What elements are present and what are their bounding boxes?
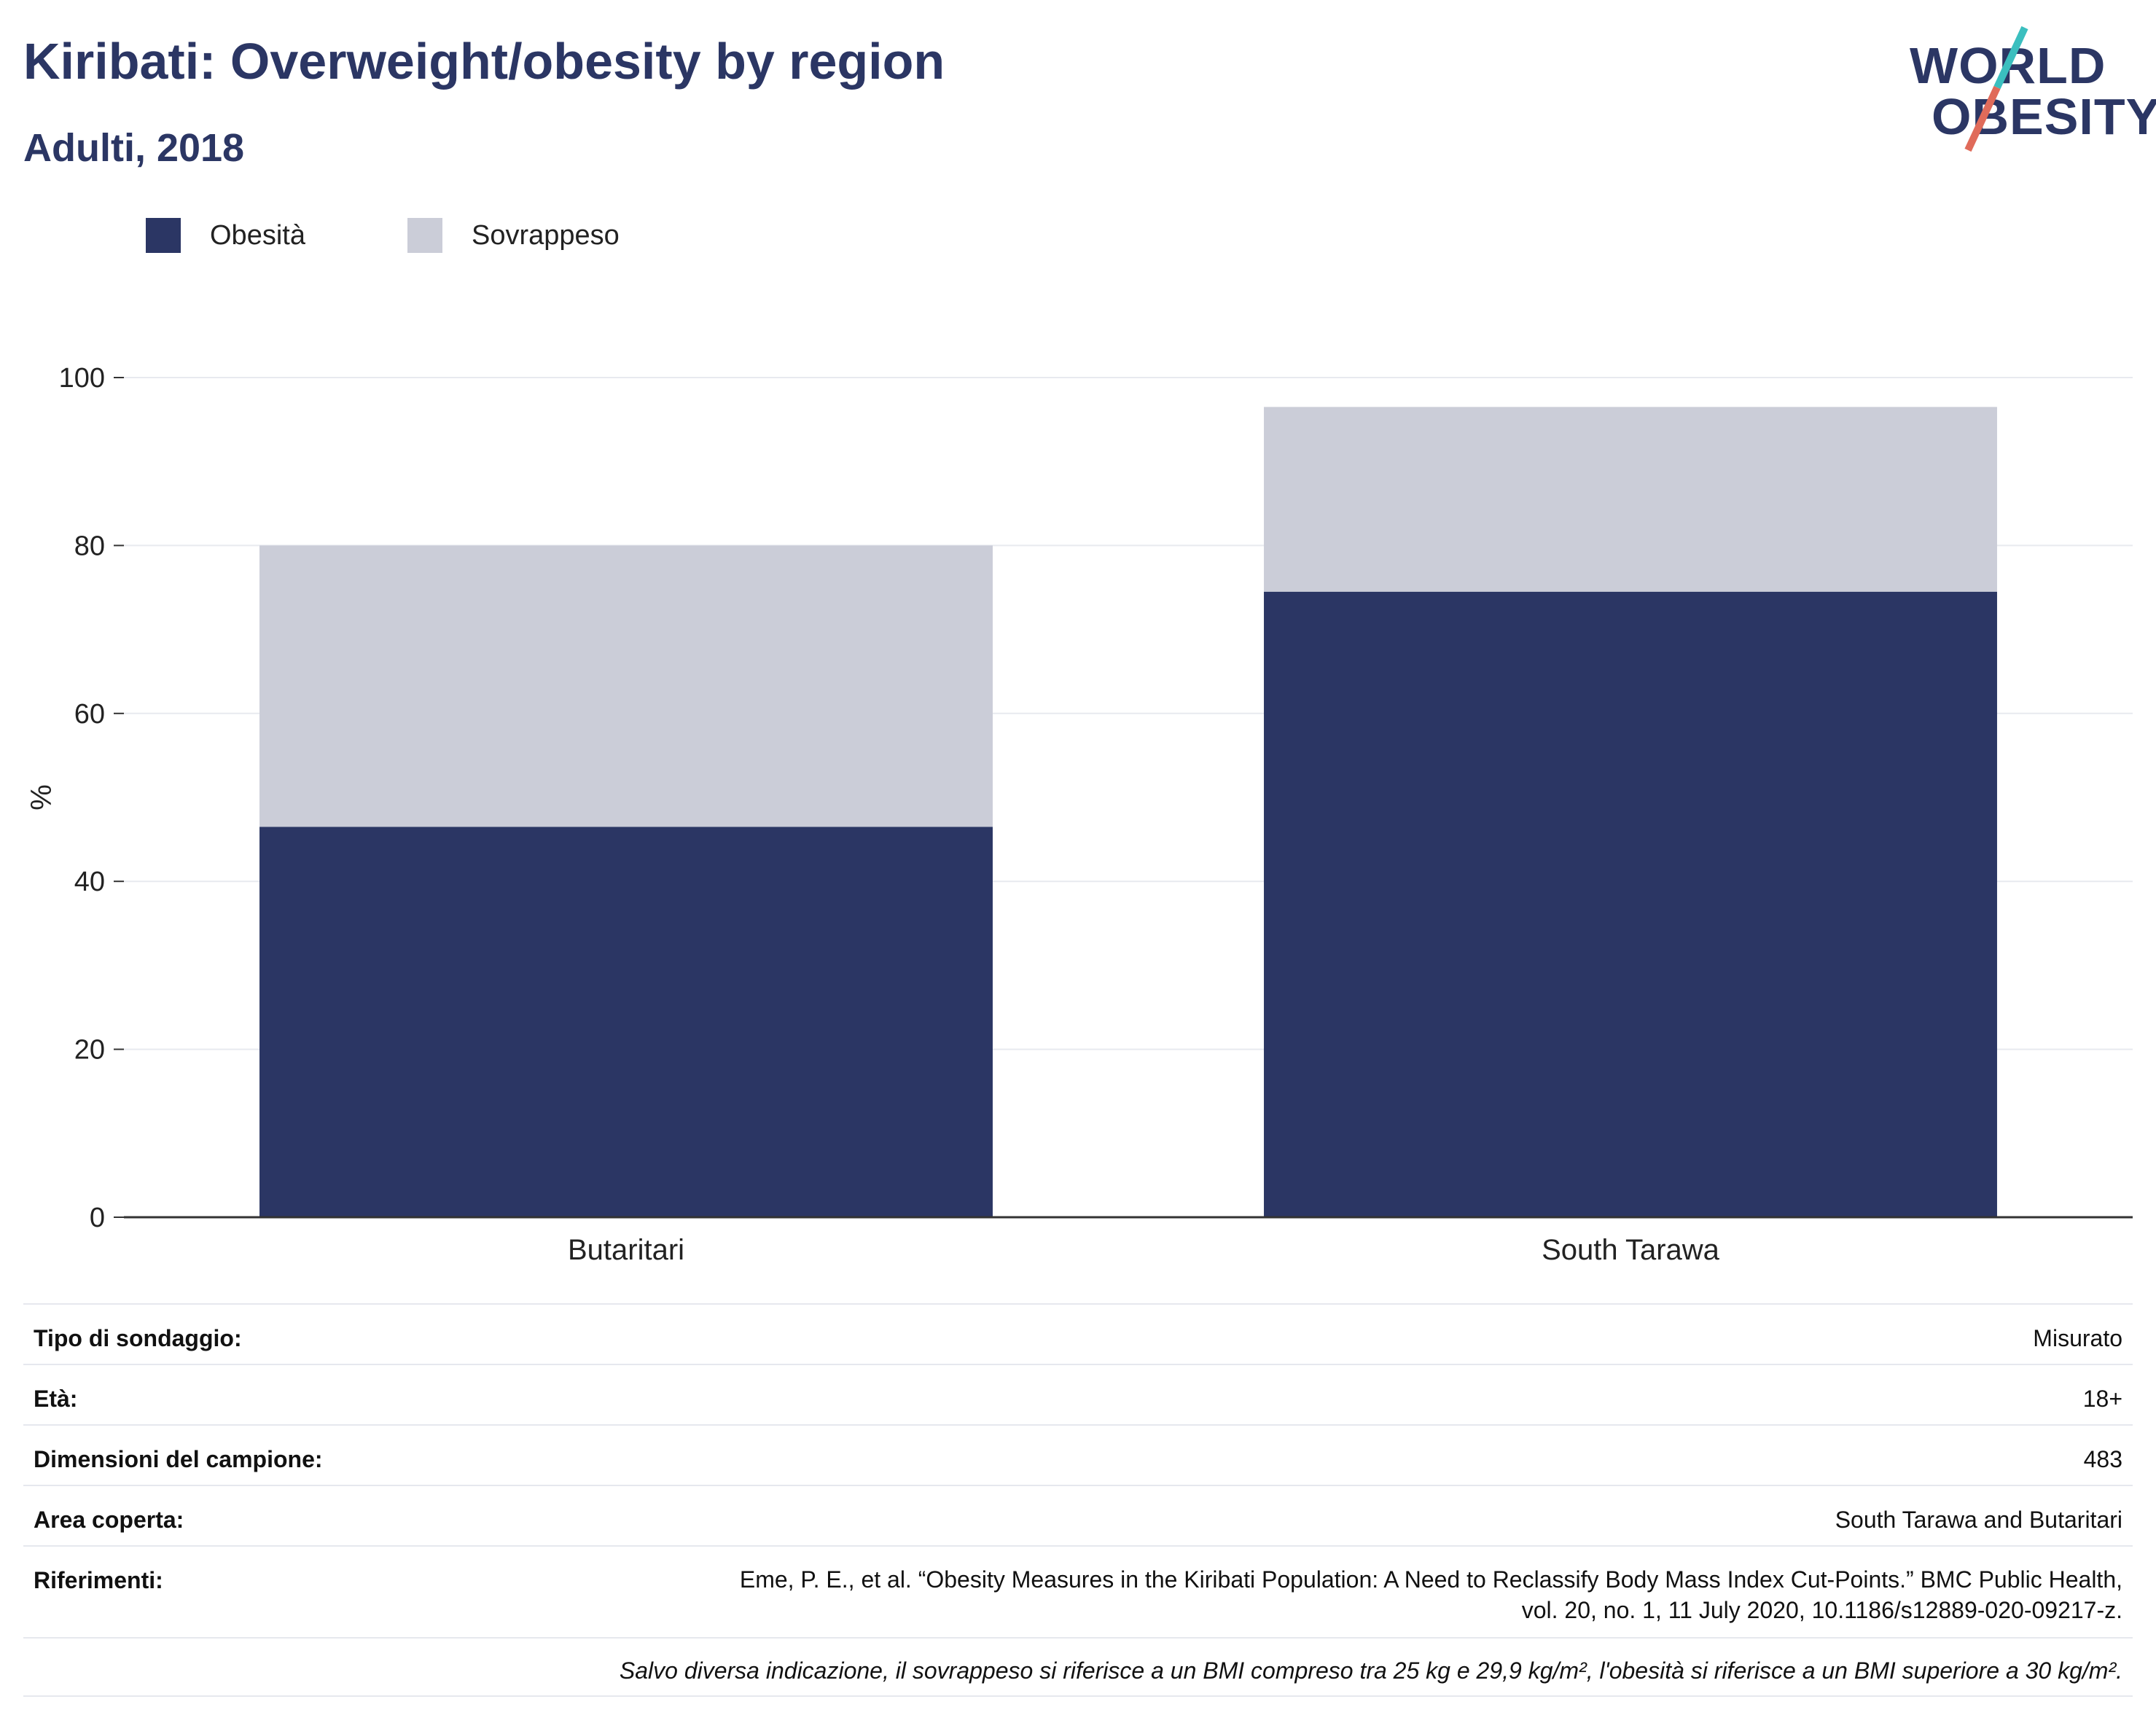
info-key: Dimensioni del campione: xyxy=(34,1446,323,1472)
legend-item-overweight[interactable]: Sovrappeso xyxy=(407,218,620,253)
bar-obesity-butaritari xyxy=(259,827,993,1217)
info-value: Eme, P. E., et al. “Obesity Measures in … xyxy=(739,1566,2122,1623)
chart-title: Kiribati: Overweight/obesity by region xyxy=(23,33,945,90)
logo-line2: OBESITY xyxy=(1932,88,2156,145)
x-tick-label: South Tarawa xyxy=(1542,1234,1720,1266)
legend-swatch-obesity xyxy=(146,218,181,253)
bar-chart: 0 20 40 60 80 100% Butaritari South Tarawa xyxy=(26,363,2133,1266)
info-row-age: Età: 18+ xyxy=(23,1364,2133,1424)
info-value: 483 xyxy=(2083,1446,2122,1472)
info-row-references: Riferimenti: Eme, P. E., et al. “Obesity… xyxy=(23,1545,2133,1637)
footnote: Salvo diversa indicazione, il sovrappeso… xyxy=(23,1637,2133,1697)
bar-overweight-butaritari xyxy=(259,545,993,827)
y-tick-label: 80 xyxy=(74,531,105,561)
info-value: South Tarawa and Butaritari xyxy=(1835,1507,2122,1533)
y-tick-label: 60 xyxy=(74,699,105,730)
x-tick-label: Butaritari xyxy=(568,1234,684,1266)
world-obesity-logo: WORLD OBESITY xyxy=(1895,22,2156,153)
y-axis-label: % xyxy=(26,784,58,811)
info-key: Tipo di sondaggio: xyxy=(34,1325,242,1351)
info-value: Misurato xyxy=(2033,1325,2122,1351)
y-tick-label: 100 xyxy=(59,363,105,394)
info-key: Età: xyxy=(34,1386,78,1412)
info-key: Area coperta: xyxy=(34,1507,184,1533)
legend-swatch-overweight xyxy=(407,218,442,253)
info-key: Riferimenti: xyxy=(34,1567,163,1593)
logo-slash-icon xyxy=(1964,26,2028,152)
legend-item-obesity[interactable]: Obesità xyxy=(146,218,305,253)
legend-label-obesity: Obesità xyxy=(210,219,305,251)
info-row-survey-type: Tipo di sondaggio: Misurato xyxy=(23,1303,2133,1364)
bar-obesity-south-tarawa xyxy=(1264,591,1997,1217)
info-value: 18+ xyxy=(2082,1386,2122,1412)
y-tick-label: 40 xyxy=(74,867,105,897)
chart-subtitle: Adulti, 2018 xyxy=(23,126,245,170)
y-tick-label: 20 xyxy=(74,1035,105,1066)
info-table: Tipo di sondaggio: Misurato Età: 18+ Dim… xyxy=(23,1303,2133,1697)
y-tick-label: 0 xyxy=(90,1203,105,1233)
info-row-sample-size: Dimensioni del campione: 483 xyxy=(23,1424,2133,1485)
bar-overweight-south-tarawa xyxy=(1264,407,1997,592)
info-row-area: Area coperta: South Tarawa and Butaritar… xyxy=(23,1485,2133,1545)
legend: Obesità Sovrappeso xyxy=(146,217,722,254)
legend-label-overweight: Sovrappeso xyxy=(471,219,620,251)
